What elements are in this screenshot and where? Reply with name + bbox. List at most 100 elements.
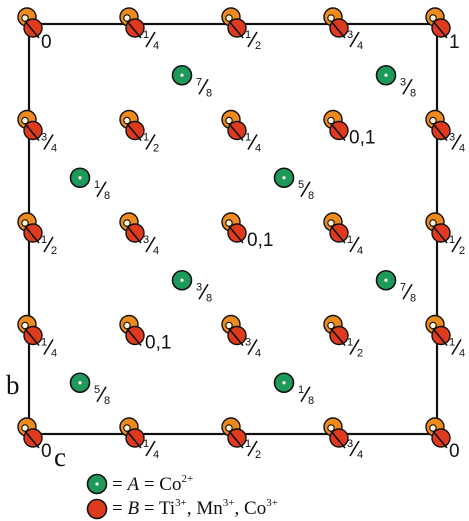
b-site-ligand	[327, 14, 335, 22]
fraction-denominator: 2	[357, 348, 363, 360]
a-site-center-dot	[180, 278, 184, 282]
b-site-ligand	[123, 14, 131, 22]
fraction-slash	[145, 236, 156, 253]
b-site-front-atom	[125, 325, 145, 346]
b-site-19	[425, 314, 451, 347]
fraction-slash	[451, 339, 462, 355]
fraction-denominator: 2	[51, 245, 57, 257]
b-site-ligand	[123, 116, 131, 125]
fraction-slash	[349, 440, 360, 457]
height-value: 0	[449, 441, 460, 462]
b-site-height-5: 34	[41, 132, 57, 155]
a-site-1	[375, 64, 397, 86]
b-site-height-4: 1	[449, 32, 460, 53]
b-site-7	[221, 109, 247, 142]
b-site-front-atom	[431, 223, 451, 243]
b-site-3	[323, 7, 349, 39]
b-site-ligand	[327, 116, 335, 125]
b-site-front-atom	[23, 120, 43, 141]
b-site-16	[119, 314, 145, 347]
b-site-bond	[23, 326, 40, 347]
fraction-numerator: 1	[41, 234, 47, 246]
a-site-center-dot	[78, 381, 82, 385]
b-site-front-atom	[431, 325, 451, 346]
b-site-bond	[125, 19, 142, 39]
b-site-height-24: 0	[449, 441, 460, 462]
b-site-bond	[23, 19, 40, 39]
fraction-slash	[145, 134, 156, 150]
b-site-bond	[329, 429, 346, 449]
b-site-bond	[227, 224, 244, 244]
height-value: 0,1	[145, 333, 171, 354]
a-site-4	[171, 269, 193, 291]
fraction-denominator: 4	[153, 449, 159, 461]
legend-site-a-text: = A = Co2+	[112, 473, 193, 495]
b-site-21	[119, 417, 145, 449]
fraction-denominator: 4	[357, 449, 363, 461]
b-site-height-0: 0	[41, 32, 52, 53]
b-site-height-10: 12	[41, 234, 57, 257]
b-site-ligand	[429, 14, 437, 22]
fraction-numerator: 7	[196, 76, 202, 88]
fraction-slash	[96, 386, 107, 403]
fraction-denominator: 4	[51, 348, 57, 360]
fraction-denominator: 8	[410, 292, 416, 304]
fraction-numerator: 1	[245, 438, 251, 450]
fraction-slash	[451, 236, 462, 253]
fraction-numerator: 1	[94, 179, 100, 191]
legend-b-atom	[86, 498, 108, 520]
a-site-0	[171, 64, 193, 86]
a-site-height-5: 78	[400, 281, 416, 304]
b-site-bond	[23, 224, 40, 244]
b-site-height-8: 0,1	[349, 128, 375, 149]
b-site-height-22: 12	[245, 438, 261, 461]
b-site-height-20: 0	[41, 441, 52, 462]
axis-label-c: c	[54, 442, 66, 472]
b-site-ligand	[21, 14, 29, 22]
fraction-slash	[145, 31, 156, 48]
fraction-slash	[349, 31, 360, 48]
fraction-slash	[43, 339, 54, 355]
b-site-front-atom	[227, 223, 247, 243]
legend-site-b-symbol	[86, 498, 108, 520]
b-site-ligand	[123, 424, 131, 432]
b-site-bond	[431, 224, 448, 244]
b-site-bond	[23, 429, 40, 449]
b-site-ligand	[21, 116, 29, 125]
b-site-ligand	[21, 424, 29, 432]
b-site-height-7: 14	[245, 132, 261, 155]
b-site-13	[323, 212, 349, 244]
fraction-denominator: 8	[308, 395, 314, 407]
b-site-0	[17, 7, 43, 39]
b-site-5	[17, 109, 43, 142]
fraction-numerator: 3	[347, 438, 353, 450]
fraction-slash	[145, 440, 156, 457]
b-site-front-atom	[329, 120, 349, 141]
legend-site-b-text: = B = Ti3+, Mn3+, Co3+	[112, 497, 278, 519]
b-site-height-19: 14	[449, 337, 465, 360]
fraction-denominator: 2	[153, 143, 159, 155]
fraction-numerator: 3	[41, 132, 47, 144]
fraction-denominator: 8	[206, 292, 212, 304]
b-site-9	[425, 109, 451, 142]
b-site-front-atom	[125, 428, 145, 448]
b-site-front-atom	[329, 428, 349, 448]
b-site-front-atom	[329, 18, 349, 38]
height-value: 1	[449, 32, 460, 53]
fraction-denominator: 4	[51, 143, 57, 155]
fraction-numerator: 7	[400, 281, 406, 293]
b-site-bond	[329, 121, 346, 142]
fraction-slash	[198, 283, 209, 300]
fraction-slash	[300, 386, 311, 403]
a-site-height-0: 78	[196, 76, 212, 99]
fraction-numerator: 1	[143, 29, 149, 41]
fraction-denominator: 8	[308, 190, 314, 202]
a-site-center-dot	[95, 482, 99, 486]
b-site-bond	[23, 121, 40, 142]
b-site-ligand	[327, 219, 335, 227]
b-site-8	[323, 109, 349, 142]
b-site-ligand	[21, 321, 29, 330]
fraction-numerator: 1	[298, 384, 304, 396]
b-site-front-atom	[125, 120, 145, 141]
fraction-numerator: 3	[400, 76, 406, 88]
